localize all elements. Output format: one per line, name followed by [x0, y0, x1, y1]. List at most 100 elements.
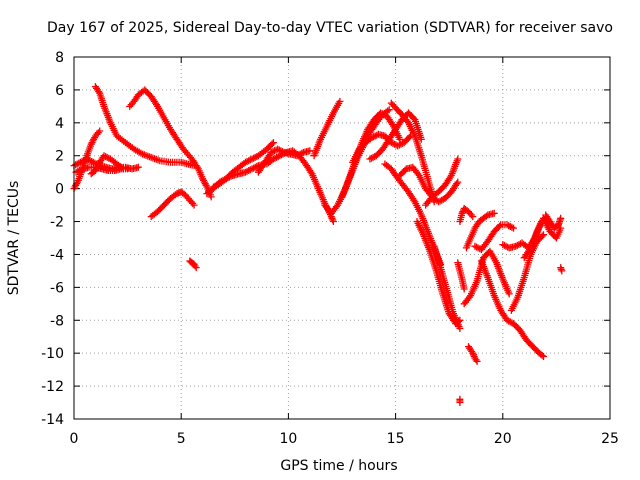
data-point: [368, 134, 376, 142]
data-point: [540, 353, 547, 360]
data-series-segment: [310, 97, 344, 160]
data-point: [75, 167, 83, 174]
data-point: [453, 180, 461, 188]
data-point: [192, 264, 200, 272]
data-point: [242, 158, 249, 166]
data-point: [269, 139, 277, 147]
data-point: [366, 155, 374, 163]
data-point: [506, 223, 514, 230]
data-series-segment: [471, 221, 517, 253]
data-point: [513, 241, 521, 249]
data-point: [454, 178, 462, 186]
data-point: [380, 111, 388, 119]
data-point: [190, 201, 198, 209]
data-point: [389, 139, 397, 147]
data-series-segment: [72, 163, 132, 176]
data-point: [405, 133, 413, 141]
data-series-segment: [87, 152, 127, 178]
grid-lines: [74, 57, 610, 419]
data-point: [510, 224, 517, 232]
data-series-segment: [465, 343, 481, 365]
data-point: [207, 193, 215, 201]
y-tick-label: -14: [41, 412, 64, 428]
data-point: [490, 209, 498, 217]
data-point: [456, 399, 464, 406]
data-point: [329, 216, 337, 224]
data-point: [482, 212, 490, 220]
y-axis-label: SDTVAR / TECUs: [6, 181, 22, 296]
data-point: [95, 88, 103, 96]
y-tick-label: -4: [50, 247, 64, 263]
data-series-segment: [456, 395, 464, 406]
data-series-segment: [542, 211, 565, 232]
data-point: [119, 165, 127, 173]
plot-frame: [73, 56, 611, 420]
data-series-segment: [462, 209, 498, 252]
data-point: [336, 97, 344, 105]
data-series-segment: [254, 145, 314, 176]
data-point: [213, 181, 221, 189]
data-point: [251, 163, 259, 171]
data-point: [512, 242, 520, 250]
y-tick-label: -6: [50, 280, 64, 296]
y-tick-label: 4: [55, 116, 64, 132]
data-point: [473, 357, 481, 365]
data-point: [370, 133, 378, 141]
y-tick-label: 2: [55, 149, 64, 165]
data-series-segment: [91, 83, 198, 170]
y-tick-label: 0: [55, 182, 64, 198]
data-series-segment: [456, 204, 477, 225]
data-point: [454, 155, 462, 163]
data-point: [298, 149, 306, 157]
data-points: [70, 83, 566, 406]
data-point: [102, 153, 110, 161]
data-point: [467, 211, 475, 219]
data-point: [472, 356, 480, 364]
y-tick-label: -10: [41, 346, 64, 362]
x-tick-label: 20: [494, 431, 512, 447]
data-point: [134, 163, 142, 171]
x-axis-label: GPS time / hours: [280, 458, 397, 474]
data-point: [505, 317, 513, 325]
data-point: [118, 164, 126, 172]
data-series-segment: [422, 155, 462, 209]
data-point: [505, 290, 513, 298]
data-series-segment: [70, 127, 104, 193]
x-tick-label: 5: [177, 431, 186, 447]
data-point: [248, 155, 256, 163]
data-point: [378, 110, 386, 118]
chart-title: Day 167 of 2025, Sidereal Day-to-day VTE…: [47, 20, 613, 36]
y-tick-label: 8: [55, 50, 64, 66]
data-series-segment: [209, 139, 277, 191]
y-tick-label: -2: [50, 215, 64, 231]
data-point: [77, 166, 85, 174]
data-point: [245, 167, 253, 174]
data-point: [540, 231, 547, 239]
data-point: [508, 223, 516, 231]
data-point: [279, 148, 286, 156]
data-series-segment: [186, 257, 200, 272]
data-point: [103, 153, 111, 161]
data-point: [395, 141, 403, 149]
y-axis-ticks: 8 6 4 2 0 -2 -4 -6 -8 -10 -12 -14: [41, 50, 610, 428]
data-point: [250, 154, 258, 162]
data-point: [306, 147, 314, 155]
data-point: [191, 262, 199, 270]
x-tick-label: 15: [387, 431, 405, 447]
data-point: [435, 198, 442, 206]
data-series-segment: [147, 188, 198, 221]
y-tick-label: -12: [41, 379, 64, 395]
data-point: [495, 222, 503, 230]
data-point: [293, 152, 301, 160]
x-tick-label: 0: [70, 431, 79, 447]
data-point: [538, 351, 546, 359]
data-series-segment: [430, 242, 464, 332]
data-point: [503, 316, 511, 324]
data-point: [458, 209, 466, 217]
data-point: [271, 154, 279, 162]
data-series-segment: [557, 264, 566, 275]
data-point: [277, 147, 285, 155]
data-point: [558, 267, 566, 275]
